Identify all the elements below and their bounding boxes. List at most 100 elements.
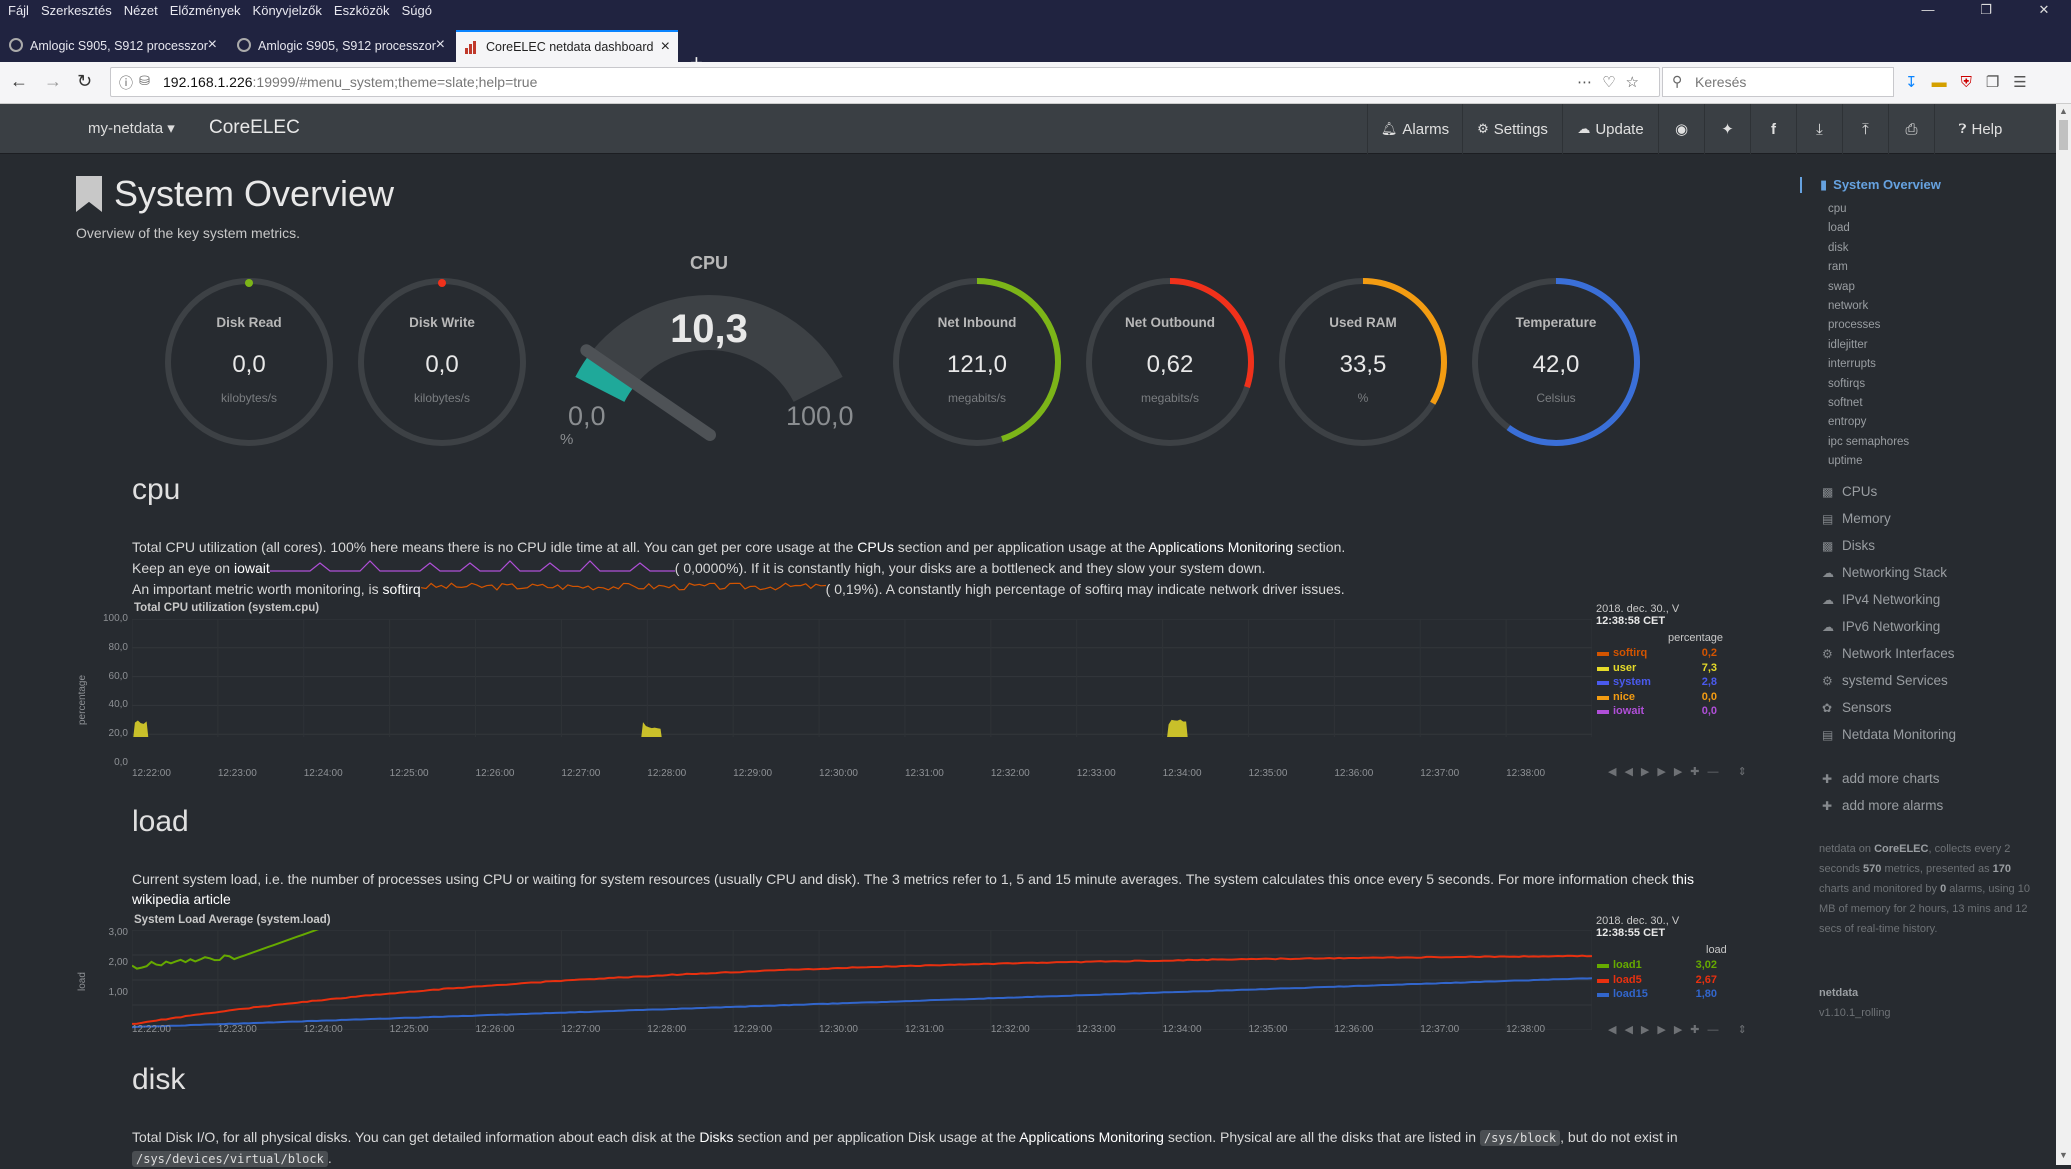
print-button[interactable]: ⎙ bbox=[1888, 104, 1934, 154]
disk-read-gauge[interactable] bbox=[165, 278, 333, 446]
forward-arrow-icon[interactable]: → bbox=[44, 71, 62, 91]
disk-write-gauge[interactable] bbox=[358, 278, 526, 446]
sidebar-subitem-softnet[interactable]: softnet bbox=[1828, 397, 1863, 409]
sidebar-subitem-network[interactable]: network bbox=[1828, 300, 1869, 312]
sidebar-subitem-processes[interactable]: processes bbox=[1828, 319, 1881, 332]
info-icon[interactable]: ⓘ bbox=[119, 75, 133, 91]
sidebar-subitem-disk[interactable]: disk bbox=[1828, 241, 1849, 254]
facebook-button[interactable]: f bbox=[1750, 104, 1796, 154]
close-tab-icon[interactable]: × bbox=[435, 36, 445, 53]
wikipedia-link-2[interactable]: wikipedia article bbox=[132, 891, 231, 907]
net-inbound-arc bbox=[976, 278, 1061, 442]
load-description: Current system load, i.e. the number of … bbox=[132, 871, 1694, 907]
temperature-gauge[interactable] bbox=[1472, 278, 1640, 446]
back-arrow-icon[interactable]: ← bbox=[10, 71, 28, 91]
close-tab-icon[interactable]: × bbox=[660, 38, 670, 55]
sidebar-subitem-softirqs[interactable]: softirqs bbox=[1828, 377, 1866, 390]
sidebar-item-ipv6-networking[interactable]: ☁ IPv6 Networking bbox=[1822, 619, 1941, 634]
x-tick-label: 12:23:00 bbox=[217, 1024, 257, 1035]
cpu-chart-controls[interactable]: ◀◀▶▶▶✚— ⇕ bbox=[1608, 766, 1755, 778]
net-outbound-gauge[interactable] bbox=[1086, 278, 1254, 446]
load-chart[interactable] bbox=[132, 930, 1592, 1030]
sidebar-item-networking-stack[interactable]: ☁ Networking Stack bbox=[1822, 565, 1948, 580]
twitter-button[interactable]: ✦ bbox=[1704, 104, 1750, 154]
sidebar-item-ipv4-networking[interactable]: ☁ IPv4 Networking bbox=[1822, 592, 1941, 607]
sidebar-subitem-swap[interactable]: swap bbox=[1828, 280, 1855, 293]
y-tick-label: 3,00 bbox=[108, 927, 128, 938]
right-sidebar: ▮ System Overview cpu load disk ram swap netwo… bbox=[1800, 175, 2040, 1075]
x-tick-label: 12:34:00 bbox=[1162, 768, 1202, 779]
update-button[interactable]: ☁ Update bbox=[1562, 104, 1658, 154]
sidebar-subitem-entropy[interactable]: entropy bbox=[1828, 416, 1867, 429]
sidebar-subitem-load[interactable]: load bbox=[1828, 222, 1850, 235]
disks-link[interactable]: Disks bbox=[699, 1129, 734, 1145]
close-window-icon[interactable]: ✕ bbox=[2038, 2, 2050, 17]
tab-netdata[interactable]: CoreELEC netdata dashboard × bbox=[456, 30, 678, 62]
tracking-shield-icon[interactable]: ⛁ bbox=[139, 73, 150, 88]
menu-help[interactable]: Súgó bbox=[401, 2, 432, 18]
menu-history[interactable]: Előzmények bbox=[169, 2, 241, 18]
sidebar-item-netdata-monitoring[interactable]: ▤ Netdata Monitoring bbox=[1822, 727, 1957, 742]
toolbar-icons[interactable]: ↧▬⛨❐☰ bbox=[1905, 73, 2041, 91]
menu-bookmarks[interactable]: Könyvjelzők bbox=[252, 2, 322, 18]
net-inbound-value: 121,0 bbox=[946, 351, 1008, 378]
legend-nice[interactable]: nice 0,0 bbox=[1597, 691, 1717, 703]
my-netdata-dropdown[interactable]: my-netdata ▾ bbox=[88, 120, 175, 137]
sidebar-item-memory[interactable]: ▤ Memory bbox=[1822, 511, 1891, 526]
legend-softirq[interactable]: softirq 0,2 bbox=[1597, 647, 1717, 659]
sidebar-subitem-uptime[interactable]: uptime bbox=[1828, 455, 1863, 468]
menu-edit[interactable]: Szerkesztés bbox=[40, 2, 112, 18]
legend-load15[interactable]: load15 1,80 bbox=[1597, 988, 1717, 1000]
tab-amlogic-2[interactable]: Amlogic S905, S912 processzor × bbox=[228, 30, 453, 62]
legend-system[interactable]: system 2,8 bbox=[1597, 676, 1717, 688]
sidebar-item-network-interfaces[interactable]: ⚙ Network Interfaces bbox=[1822, 646, 1955, 661]
sidebar-subitem-cpu[interactable]: cpu bbox=[1828, 203, 1847, 215]
upload-snapshot-button[interactable]: ⤒ bbox=[1842, 104, 1888, 154]
sidebar-subitem-idlejitter[interactable]: idlejitter bbox=[1828, 338, 1868, 351]
page-actions[interactable]: ⋯♡☆ bbox=[1577, 74, 1649, 91]
apps-monitoring-link-2[interactable]: Applications Monitoring bbox=[1019, 1129, 1164, 1145]
sidebar-item-system-overview[interactable]: ▮ System Overview bbox=[1800, 177, 1941, 193]
sidebar-item-systemd-services[interactable]: ⚙ systemd Services bbox=[1822, 673, 1948, 688]
page-scrollbar[interactable]: ▲ ▼ bbox=[2056, 104, 2071, 1165]
legend-iowait[interactable]: iowait 0,0 bbox=[1597, 705, 1717, 717]
help-button[interactable]: ❓︎ Help bbox=[1934, 104, 2026, 154]
github-button[interactable]: ◉ bbox=[1658, 104, 1704, 154]
sidebar-item-sensors[interactable]: ✿ Sensors bbox=[1822, 700, 1892, 715]
download-snapshot-button[interactable]: ⤓ bbox=[1796, 104, 1842, 154]
wikipedia-link[interactable]: this bbox=[1672, 871, 1694, 887]
add-more-alarms-link[interactable]: ✚ add more alarms bbox=[1822, 798, 1944, 813]
net-inbound-unit: megabits/s bbox=[947, 391, 1007, 405]
search-input[interactable]: ⚲ Keresés bbox=[1662, 67, 1894, 97]
add-more-charts-link[interactable]: ✚ add more charts bbox=[1822, 771, 1940, 786]
cpu-area-user bbox=[133, 719, 1188, 737]
menu-file[interactable]: Fájl bbox=[8, 2, 29, 18]
load-chart-controls[interactable]: ◀◀▶▶▶✚— ⇕ bbox=[1608, 1024, 1755, 1036]
minimize-icon[interactable]: — bbox=[1921, 2, 1935, 17]
legend-load5[interactable]: load5 2,67 bbox=[1597, 974, 1717, 986]
legend-load1[interactable]: load1 3,02 bbox=[1597, 959, 1717, 971]
menu-view[interactable]: Nézet bbox=[123, 2, 158, 18]
sidebar-subitem-ipc-semaphores[interactable]: ipc semaphores bbox=[1828, 435, 1910, 448]
tab-amlogic-1[interactable]: Amlogic S905, S912 processzor × bbox=[0, 30, 225, 62]
cpus-link[interactable]: CPUs bbox=[857, 539, 894, 555]
reload-icon[interactable]: ↻ bbox=[77, 71, 93, 91]
apps-monitoring-link[interactable]: Applications Monitoring bbox=[1148, 539, 1294, 555]
cpu-gauge[interactable] bbox=[575, 294, 843, 441]
cpu-chart[interactable] bbox=[132, 619, 1592, 737]
used-ram-gauge[interactable] bbox=[1279, 278, 1447, 446]
restore-icon[interactable]: ❐ bbox=[1980, 2, 1992, 17]
sidebar-subitem-ram[interactable]: ram bbox=[1828, 261, 1848, 274]
settings-button[interactable]: ⚙ Settings bbox=[1462, 104, 1562, 154]
net-inbound-gauge[interactable] bbox=[893, 278, 1061, 446]
url-bar[interactable]: ⓘ ⛁ 192.168.1.226:19999/#menu_system;the… bbox=[110, 67, 1660, 97]
sidebar-item-disks[interactable]: ▩ Disks bbox=[1822, 538, 1875, 553]
menu-tools[interactable]: Eszközök bbox=[333, 2, 390, 18]
sidebar-item-cpus[interactable]: ▩ CPUs bbox=[1822, 484, 1878, 499]
alarms-button[interactable]: 🔔︎ Alarms bbox=[1367, 104, 1462, 154]
close-tab-icon[interactable]: × bbox=[207, 36, 217, 53]
host-name[interactable]: CoreELEC bbox=[209, 117, 300, 138]
scroll-thumb[interactable] bbox=[2059, 120, 2068, 150]
legend-user[interactable]: user 7,3 bbox=[1597, 662, 1717, 674]
sidebar-subitem-interrupts[interactable]: interrupts bbox=[1828, 358, 1876, 371]
